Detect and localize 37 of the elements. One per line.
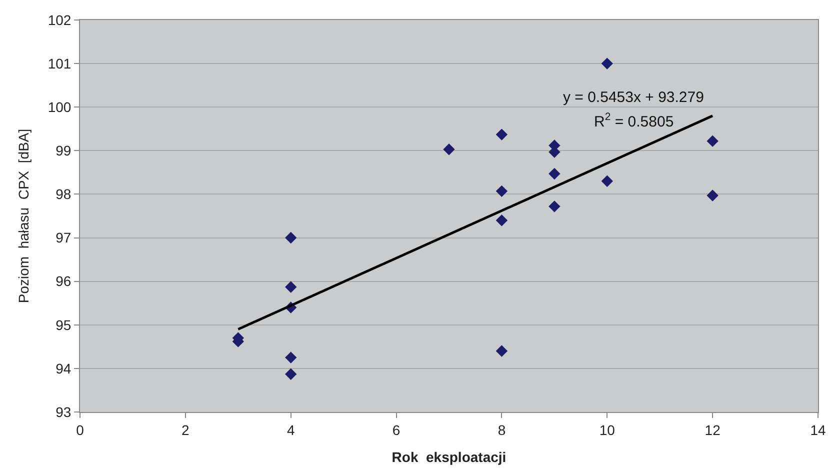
annotation: R$^{2}$ = 0.5805 [594,111,674,130]
y-tick-label: 101 [48,55,72,72]
y-tick-label: 93 [56,404,72,420]
x-tick-label: 2 [182,422,190,438]
point [496,214,508,226]
y-tick-label: 99 [56,142,72,159]
y-tick-label: 102 [48,12,72,28]
point [706,190,718,202]
point [496,185,508,198]
point [548,200,560,212]
x-tick-label: 4 [286,422,295,438]
point [285,368,297,380]
point [285,281,297,293]
y-tick-label: 95 [56,316,72,333]
x-tick-label: 12 [704,422,721,438]
point [601,58,613,70]
x-axis-title: Rok eksploatacji [392,449,506,466]
point [706,135,718,147]
y-tick-label: 98 [56,186,72,202]
y-tick-label: 97 [56,230,72,246]
y-tick-label: 94 [56,360,72,376]
x-tick-label: 10 [599,422,616,438]
y-tick-label: 96 [56,273,72,290]
point [443,144,455,156]
point [496,128,508,140]
x-tick-label: 6 [392,422,400,438]
x-tick-label: 0 [76,422,84,438]
y-axis-title: Poziom hałasu CPX [dBA] [15,128,32,304]
y-tick-label: 100 [48,99,72,116]
point [496,345,508,357]
point [285,352,297,364]
annotation: y = 0.5453x + 93.279 [563,89,704,106]
point [285,232,297,244]
point [601,175,613,188]
x-tick-label: 8 [498,422,506,438]
x-tick-label: 14 [810,422,826,438]
point [548,168,560,180]
